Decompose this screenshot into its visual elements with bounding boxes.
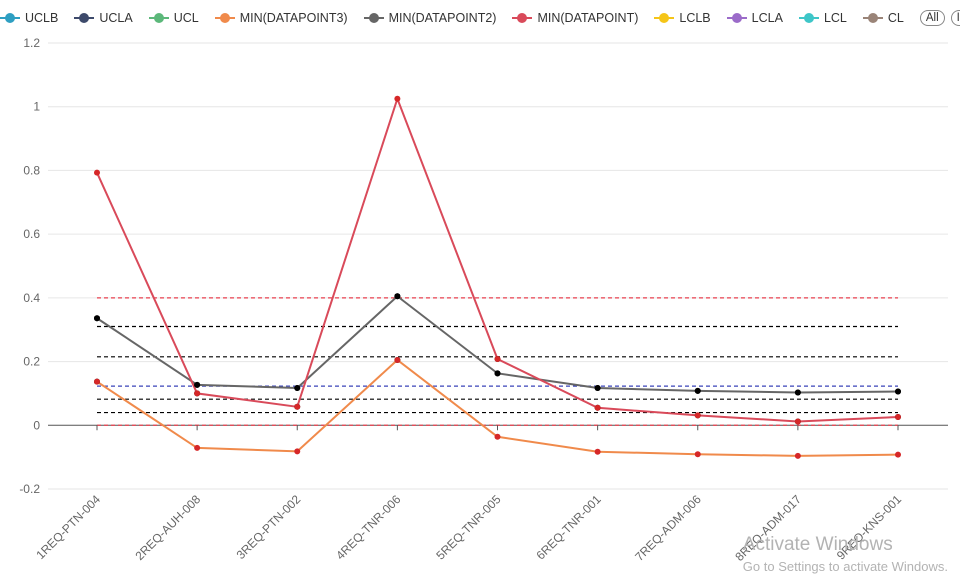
data-point: [194, 390, 201, 397]
x-category-label: 8REQ-ADM-017: [732, 492, 804, 564]
data-point: [895, 388, 901, 395]
x-category-label: 3REQ-PTN-002: [234, 492, 304, 562]
x-axis: 1REQ-PTN-004 2REQ-AUH-008 3REQ-PTN-002 4REQ…: [33, 425, 904, 564]
data-point: [895, 451, 901, 458]
legend-item-min1[interactable]: MIN(DATAPOINT): [512, 11, 638, 25]
data-point: [394, 95, 401, 102]
legend-swatch-icon: [798, 13, 819, 23]
legend-item-ucl[interactable]: UCL: [148, 11, 199, 25]
legend-all-button[interactable]: All: [919, 10, 945, 26]
series-line: [96, 294, 899, 394]
y-axis-tick-labels: -0.2 0 0.2 0.4 0.6 0.8 1 1.2: [19, 36, 40, 496]
x-category-label: 1REQ-PTN-004: [33, 492, 103, 562]
x-category-label: 7REQ-ADM-006: [632, 492, 704, 564]
data-point: [694, 412, 701, 419]
legend-item-min3[interactable]: MIN(DATAPOINT3): [214, 11, 348, 25]
legend-label: MIN(DATAPOINT): [537, 11, 639, 25]
legend-label: CL: [887, 11, 904, 25]
data-point: [494, 433, 501, 440]
data-point: [794, 418, 801, 425]
data-point: [594, 385, 601, 392]
legend-label: UCL: [173, 11, 199, 25]
legend-item-ucla[interactable]: UCLA: [74, 11, 133, 25]
grid-lines: [48, 42, 948, 490]
data-series: [94, 95, 901, 459]
legend-label: UCLA: [99, 11, 133, 25]
y-tick-label: 0: [33, 418, 40, 432]
legend-swatch-icon: [654, 13, 675, 23]
y-tick-label: 0.4: [23, 291, 40, 305]
x-category-label: 2REQ-AUH-008: [133, 492, 204, 563]
data-point: [94, 169, 100, 176]
legend-label: MIN(DATAPOINT3): [239, 11, 348, 25]
legend-swatch-icon: [148, 13, 169, 23]
data-point: [94, 315, 100, 322]
data-point: [394, 293, 401, 300]
legend-label: LCLB: [679, 11, 711, 25]
legend-item-lclb[interactable]: LCLB: [654, 11, 711, 25]
legend-swatch-icon: [862, 13, 883, 23]
legend-item-min2[interactable]: MIN(DATAPOINT2): [363, 11, 497, 25]
y-tick-label: 1: [33, 100, 40, 114]
legend-swatch-icon: [512, 13, 533, 23]
data-point: [694, 387, 701, 394]
data-point: [794, 452, 801, 459]
data-point: [794, 389, 801, 396]
legend-swatch-icon: [214, 13, 235, 23]
y-tick-label: -0.2: [19, 482, 40, 496]
x-category-label: 4REQ-TNR-006: [333, 492, 403, 562]
legend-item-uclb[interactable]: UCLB: [0, 11, 58, 25]
y-tick-label: 0.2: [23, 355, 40, 369]
data-point: [294, 385, 301, 392]
y-tick-label: 0.6: [23, 227, 40, 241]
legend-item-lcl[interactable]: LCL: [798, 11, 847, 25]
data-point: [94, 378, 100, 385]
data-point: [394, 356, 401, 363]
legend-label: UCLB: [25, 11, 59, 25]
legend-swatch-icon: [726, 13, 747, 23]
data-point: [694, 451, 701, 458]
legend-invert-button[interactable]: Inv: [950, 10, 960, 26]
data-point: [594, 448, 601, 455]
y-tick-label: 0.8: [23, 163, 40, 177]
data-point: [194, 444, 201, 451]
x-category-label: 9REQ-KNS-001: [834, 492, 904, 562]
data-point: [194, 381, 201, 388]
data-point: [895, 414, 901, 421]
chart-legend: UCLB UCLA UCL MIN(DATAPOINT3) MIN(DATAPOINT2…: [0, 8, 960, 28]
legend-label: LCL: [823, 11, 847, 25]
data-point: [494, 356, 501, 363]
data-point: [494, 370, 501, 377]
data-point: [294, 403, 301, 410]
y-tick-label: 1.2: [23, 36, 40, 50]
legend-label: LCLA: [751, 11, 783, 25]
legend-swatch-icon: [74, 13, 95, 23]
legend-swatch-icon: [0, 13, 20, 23]
legend-label: MIN(DATAPOINT2): [388, 11, 497, 25]
data-point: [594, 404, 601, 411]
x-category-label: 6REQ-TNR-001: [533, 492, 603, 562]
x-category-label: 5REQ-TNR-005: [433, 492, 503, 562]
data-point: [294, 448, 301, 455]
legend-item-cl[interactable]: CL: [862, 11, 904, 25]
legend-swatch-icon: [363, 13, 384, 23]
legend-item-lcla[interactable]: LCLA: [726, 11, 783, 25]
